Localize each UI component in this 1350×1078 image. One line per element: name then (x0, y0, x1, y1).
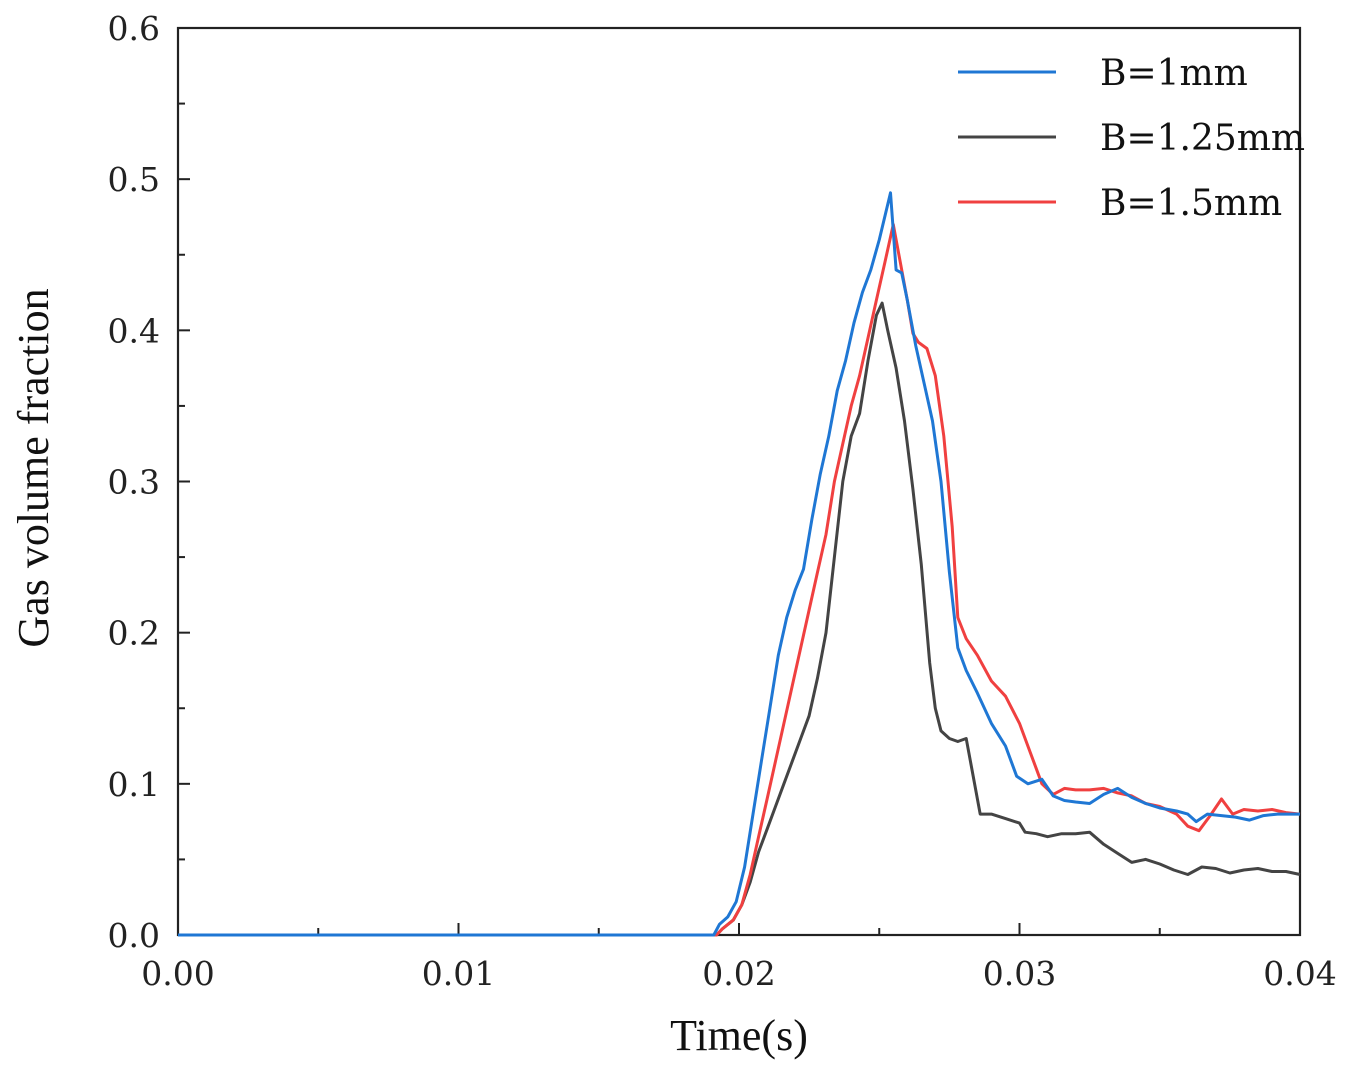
y-tick-label: 0.4 (108, 311, 160, 350)
y-axis-title: Gas volume fraction (9, 288, 58, 647)
data-lines (178, 191, 1301, 937)
x-tick-label: 0.04 (1263, 954, 1336, 993)
x-axis-title: Time(s) (670, 1011, 808, 1060)
x-tick-label: 0.02 (702, 954, 775, 993)
series-line-3 (178, 223, 1301, 937)
tick-labels: 0.00 0.01 0.02 0.03 0.04 0.0 0.1 0.2 0.3 0.4 0.5 0.… (108, 9, 1337, 993)
legend-label-3: B=1.5mm (1100, 183, 1282, 224)
y-tick-label: 0.3 (108, 463, 160, 502)
legend-label-1: B=1mm (1100, 53, 1248, 94)
x-tick-label: 0.01 (422, 954, 495, 993)
y-tick-label: 0.2 (108, 614, 160, 653)
legend-label-2: B=1.25mm (1100, 118, 1305, 159)
series-line-1 (178, 191, 1300, 937)
y-tick-label: 0.0 (108, 916, 160, 955)
y-tick-label: 0.5 (108, 160, 160, 199)
series-line-2 (178, 301, 1301, 937)
y-tick-label: 0.1 (108, 765, 160, 804)
y-tick-label: 0.6 (108, 9, 160, 48)
x-tick-label: 0.00 (141, 954, 214, 993)
x-tick-label: 0.03 (983, 954, 1056, 993)
legend: B=1mm B=1.25mm B=1.5mm (958, 53, 1305, 224)
